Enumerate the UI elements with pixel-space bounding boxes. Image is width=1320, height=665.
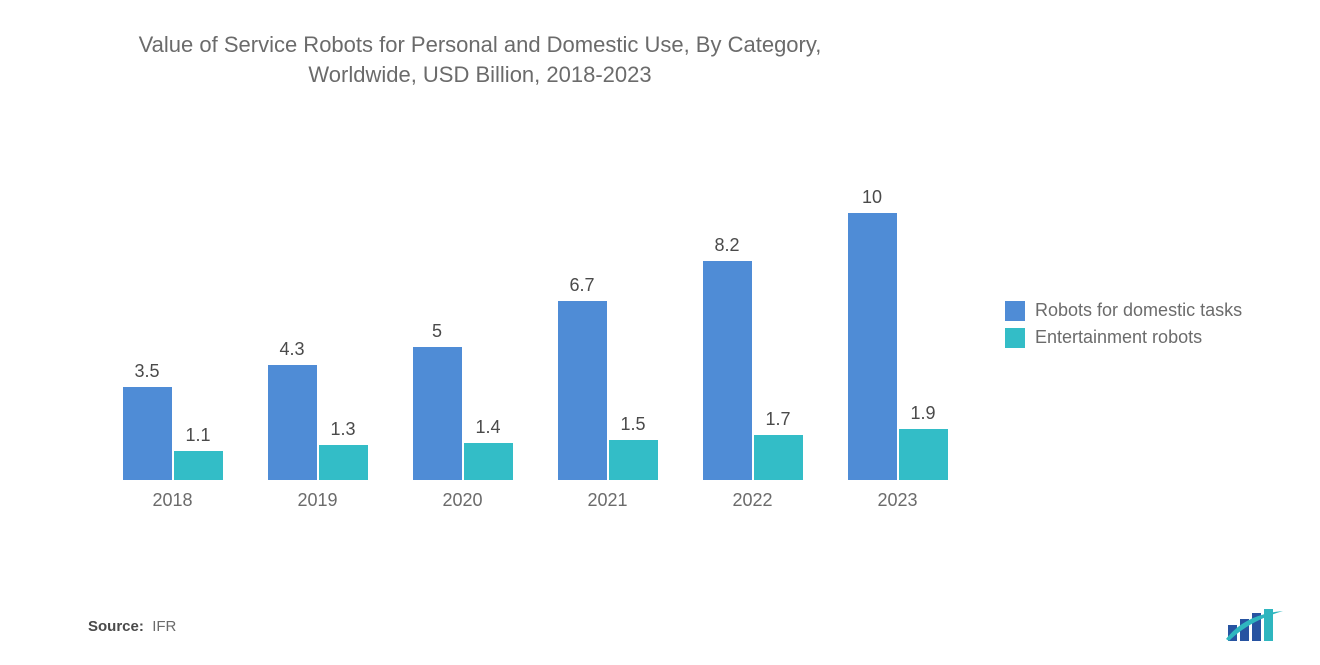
x-axis-label: 2019	[245, 480, 390, 520]
legend-item: Robots for domestic tasks	[1005, 300, 1242, 321]
bar-group: 3.51.1	[100, 160, 245, 480]
bar-value-label: 1.1	[185, 425, 210, 446]
legend-label: Entertainment robots	[1035, 327, 1202, 348]
source-text: IFR	[152, 618, 176, 635]
bar: 6.7	[558, 301, 607, 480]
chart-title: Value of Service Robots for Personal and…	[100, 30, 860, 89]
bar-value-label: 6.7	[569, 275, 594, 296]
bar-value-label: 1.3	[330, 419, 355, 440]
bar: 1.4	[464, 443, 513, 480]
x-axis-label: 2022	[680, 480, 825, 520]
bar-value-label: 1.5	[620, 414, 645, 435]
bar: 10	[848, 213, 897, 480]
x-axis-label: 2023	[825, 480, 970, 520]
bar: 1.1	[174, 451, 223, 480]
bar-group: 51.4	[390, 160, 535, 480]
legend-item: Entertainment robots	[1005, 327, 1242, 348]
legend-swatch	[1005, 301, 1025, 321]
legend: Robots for domestic tasks Entertainment …	[1005, 300, 1242, 354]
bar-value-label: 3.5	[134, 361, 159, 382]
bar-value-label: 8.2	[714, 235, 739, 256]
bar-value-label: 5	[432, 321, 442, 342]
bar: 8.2	[703, 261, 752, 480]
bar: 5	[413, 347, 462, 480]
legend-label: Robots for domestic tasks	[1035, 300, 1242, 321]
chart-source: Source: IFR	[88, 618, 176, 635]
bar: 4.3	[268, 365, 317, 480]
bar-value-label: 4.3	[279, 339, 304, 360]
bar: 1.5	[609, 440, 658, 480]
x-axis-label: 2021	[535, 480, 680, 520]
bar: 1.7	[754, 435, 803, 480]
bar-chart: 3.51.14.31.351.46.71.58.21.7101.9 201820…	[100, 160, 970, 520]
legend-swatch	[1005, 328, 1025, 348]
x-axis-label: 2020	[390, 480, 535, 520]
bar-group: 101.9	[825, 160, 970, 480]
bar-group: 8.21.7	[680, 160, 825, 480]
bar-value-label: 10	[862, 187, 882, 208]
bar: 1.9	[899, 429, 948, 480]
bar-value-label: 1.4	[475, 417, 500, 438]
bar-group: 6.71.5	[535, 160, 680, 480]
source-prefix: Source:	[88, 618, 144, 635]
bar-value-label: 1.7	[765, 409, 790, 430]
bar: 1.3	[319, 445, 368, 480]
x-axis-label: 2018	[100, 480, 245, 520]
bar-value-label: 1.9	[910, 403, 935, 424]
bar-group: 4.31.3	[245, 160, 390, 480]
brand-logo-icon	[1225, 609, 1285, 643]
bar: 3.5	[123, 387, 172, 480]
